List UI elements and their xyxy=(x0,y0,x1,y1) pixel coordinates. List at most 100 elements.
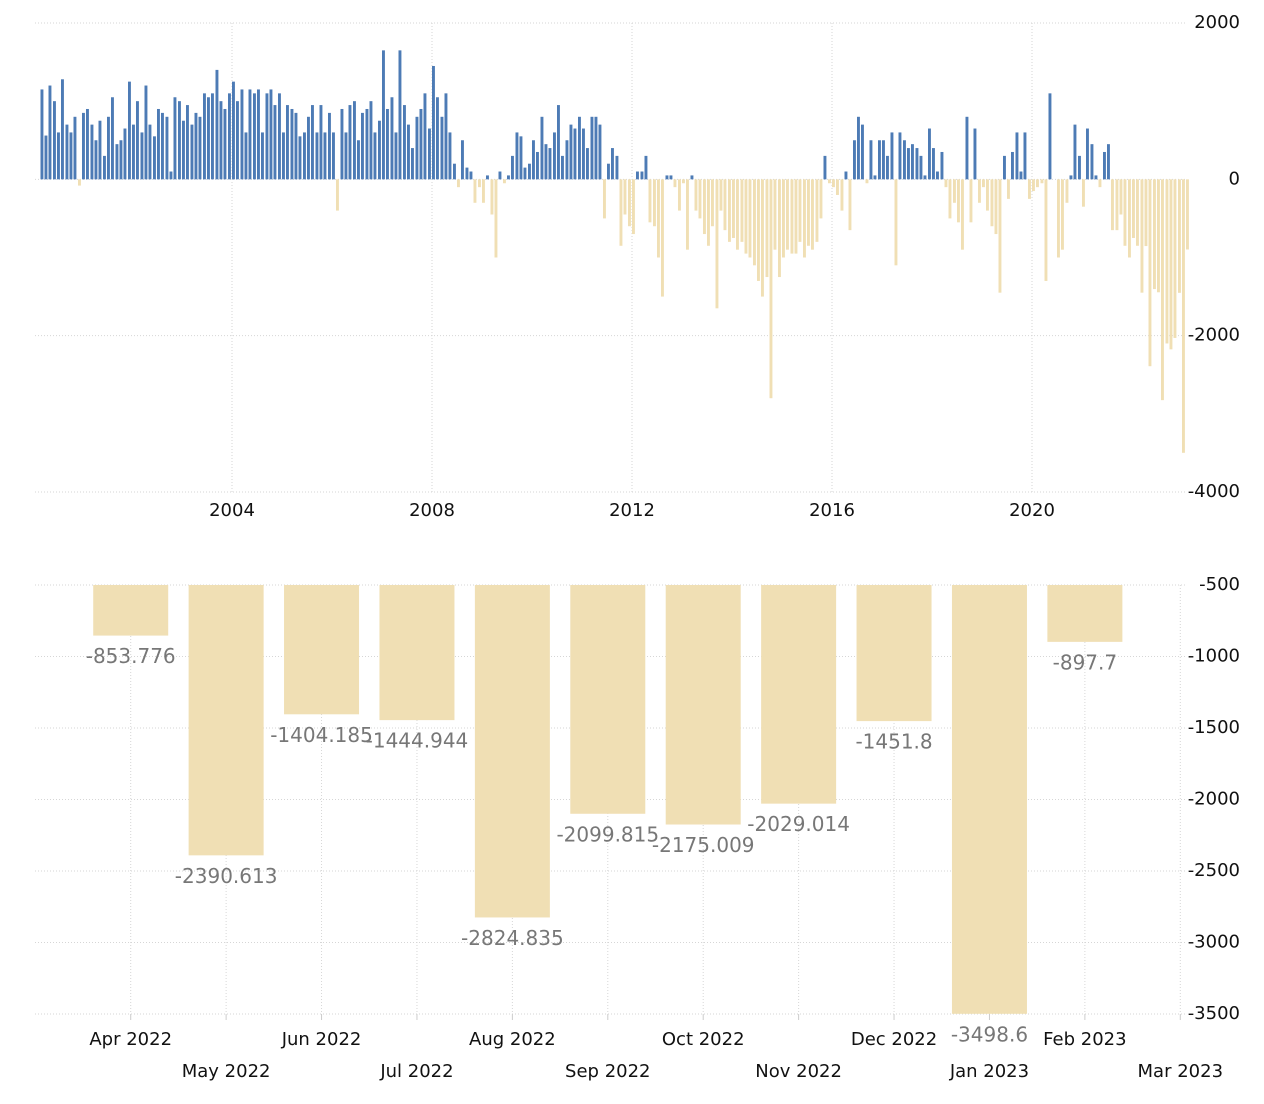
bar xyxy=(665,585,741,825)
bar xyxy=(303,132,306,180)
bar xyxy=(790,179,794,254)
bar xyxy=(678,179,681,211)
bar xyxy=(753,179,756,266)
bar xyxy=(93,585,169,636)
bar xyxy=(157,108,160,180)
bar xyxy=(573,128,577,180)
bar xyxy=(1090,144,1094,180)
bar xyxy=(544,144,548,180)
bar xyxy=(1132,179,1135,238)
bar xyxy=(919,155,923,180)
bar xyxy=(236,101,239,180)
bar xyxy=(53,101,56,180)
bar xyxy=(232,81,235,180)
bar xyxy=(769,179,773,399)
bar xyxy=(686,179,689,250)
bar xyxy=(103,155,106,180)
bar xyxy=(311,105,314,180)
bar xyxy=(1048,93,1052,180)
bar xyxy=(357,140,360,180)
bar xyxy=(378,120,381,180)
value-label: -853.776 xyxy=(86,644,176,668)
bar xyxy=(928,128,931,180)
bar xyxy=(440,116,444,180)
y-tick-label: -2000 xyxy=(1188,325,1240,346)
bar xyxy=(998,179,1002,293)
bar xyxy=(1153,179,1156,290)
bar xyxy=(665,175,669,180)
value-label: -2390.613 xyxy=(175,864,278,888)
bar xyxy=(253,93,256,180)
bar xyxy=(569,124,573,180)
y-tick-label: 2000 xyxy=(1194,12,1240,33)
bar xyxy=(1057,179,1060,258)
bar xyxy=(532,140,535,180)
bar xyxy=(340,108,344,180)
x-tick-label: Jul 2022 xyxy=(379,1061,453,1082)
bar xyxy=(1169,179,1173,350)
bar xyxy=(661,179,664,297)
bar xyxy=(798,179,802,242)
bar xyxy=(1003,155,1006,180)
bar xyxy=(344,132,348,180)
bar xyxy=(61,79,64,180)
bar xyxy=(415,116,419,180)
bar xyxy=(261,132,264,180)
bar xyxy=(382,50,385,180)
bar xyxy=(423,93,427,180)
bar xyxy=(1032,179,1035,192)
bar xyxy=(773,179,777,250)
bar xyxy=(861,124,864,180)
bar xyxy=(703,179,706,235)
value-label: -1404.185 xyxy=(270,723,373,747)
bar xyxy=(386,108,389,180)
bar xyxy=(188,585,264,856)
bar xyxy=(490,179,494,215)
x-tick-label: Jun 2022 xyxy=(281,1029,362,1050)
bar xyxy=(336,179,339,211)
bar xyxy=(761,585,837,804)
bar xyxy=(328,112,331,180)
value-label: -1444.944 xyxy=(366,729,469,753)
bar xyxy=(815,179,819,242)
bar xyxy=(86,108,89,180)
bar xyxy=(1098,179,1102,188)
bar xyxy=(119,140,123,180)
bar xyxy=(503,179,506,184)
bar xyxy=(140,132,144,180)
bar xyxy=(107,116,110,180)
bar xyxy=(969,179,973,223)
bar xyxy=(1103,151,1106,180)
bar xyxy=(173,97,177,180)
bar xyxy=(511,155,514,180)
bar xyxy=(1136,179,1139,246)
bar xyxy=(394,132,398,180)
x-tick-label: 2008 xyxy=(409,500,455,521)
y-tick-label: -500 xyxy=(1199,574,1240,595)
bar xyxy=(715,179,719,309)
bar xyxy=(1047,585,1123,642)
bar xyxy=(786,179,789,250)
bar xyxy=(457,179,460,188)
bar xyxy=(669,175,673,180)
bar xyxy=(290,108,294,180)
bar xyxy=(794,179,798,254)
bar xyxy=(765,179,769,278)
bar xyxy=(182,120,185,180)
value-label: -3498.6 xyxy=(951,1022,1028,1046)
bar xyxy=(632,179,635,235)
bar xyxy=(228,93,231,180)
x-tick-label: Mar 2023 xyxy=(1138,1061,1224,1082)
bar xyxy=(894,179,898,266)
x-tick-label: Dec 2022 xyxy=(851,1029,937,1050)
bar xyxy=(590,116,594,180)
bar xyxy=(515,132,519,180)
bar xyxy=(748,179,752,258)
bar xyxy=(257,89,260,180)
bar xyxy=(219,101,223,180)
bar xyxy=(757,179,760,281)
bar xyxy=(169,171,173,180)
bar xyxy=(1069,175,1073,180)
bar xyxy=(240,89,244,180)
bar xyxy=(565,140,569,180)
